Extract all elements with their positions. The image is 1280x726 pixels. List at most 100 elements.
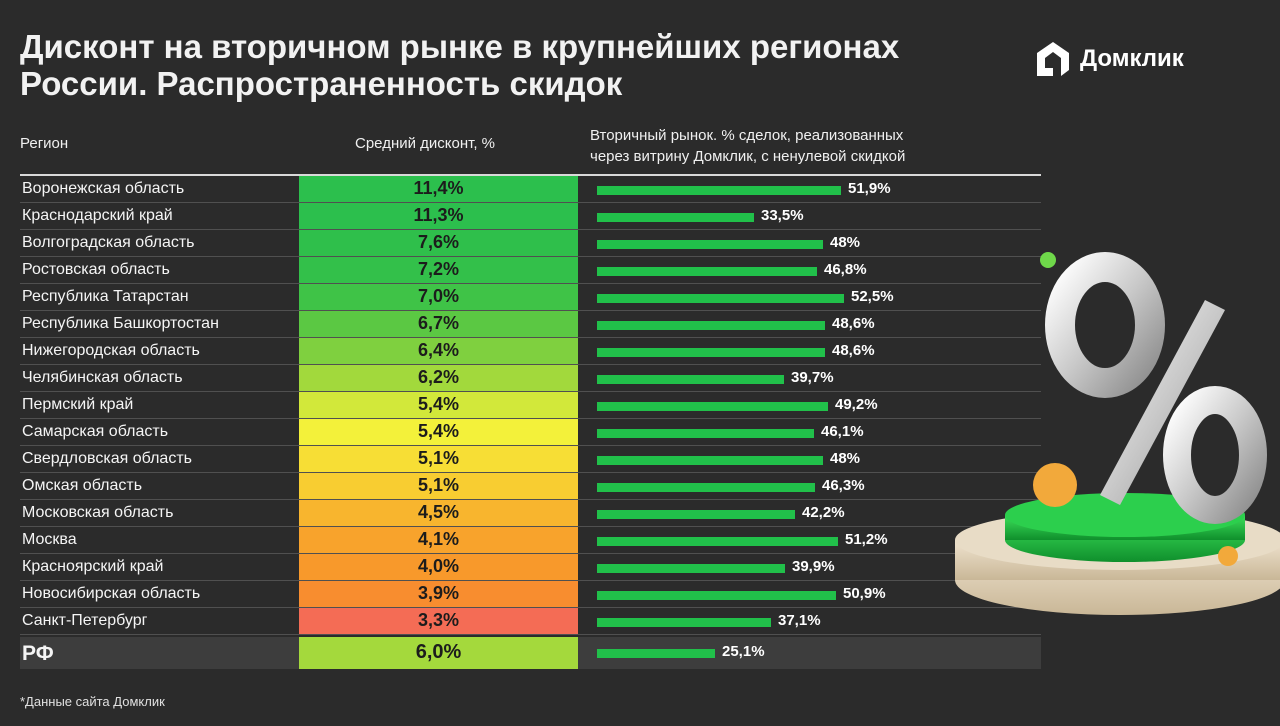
title-line-2: России. Распространенность скидок bbox=[20, 65, 623, 102]
share-bar bbox=[597, 267, 817, 276]
share-bar bbox=[597, 402, 828, 411]
column-header-discount: Средний дисконт, % bbox=[355, 135, 496, 152]
table-row: Нижегородская область 6,4% 48,6% bbox=[0, 338, 1280, 365]
row-divider bbox=[20, 202, 1041, 203]
brand-name: Домклик bbox=[1080, 45, 1184, 72]
discount-cell: 11,4% bbox=[299, 176, 578, 203]
discount-cell: 5,1% bbox=[299, 473, 578, 500]
discount-value: 11,4% bbox=[413, 178, 464, 198]
share-bar bbox=[597, 375, 784, 384]
share-value: 50,9% bbox=[843, 585, 886, 602]
table-row: Республика Башкортостан 6,7% 48,6% bbox=[0, 311, 1280, 338]
region-name: Новосибирская область bbox=[22, 585, 201, 602]
table-row: Новосибирская область 3,9% 50,9% bbox=[0, 581, 1280, 608]
discount-cell: 7,2% bbox=[299, 257, 578, 284]
share-bar bbox=[597, 649, 715, 658]
share-value: 51,9% bbox=[848, 180, 891, 197]
share-bar bbox=[597, 294, 844, 303]
region-name: Свердловская область bbox=[22, 450, 192, 467]
region-name: Республика Татарстан bbox=[22, 288, 189, 305]
region-name: Самарская область bbox=[22, 423, 169, 440]
share-value: 48% bbox=[830, 234, 861, 251]
table-row: Санкт-Петербург 3,3% 37,1% bbox=[0, 608, 1280, 635]
table-row: Краснодарский край 11,3% 33,5% bbox=[0, 203, 1280, 230]
share-bar bbox=[597, 483, 815, 492]
discount-value: 7,0% bbox=[417, 286, 460, 306]
table-row: Самарская область 5,4% 46,1% bbox=[0, 419, 1280, 446]
share-value: 48% bbox=[830, 450, 861, 467]
table-row: Республика Татарстан 7,0% 52,5% bbox=[0, 284, 1280, 311]
discount-cell: 3,3% bbox=[299, 608, 578, 635]
share-bar bbox=[597, 564, 785, 573]
row-divider bbox=[20, 256, 1041, 257]
row-divider bbox=[20, 418, 1041, 419]
table-row: Москва 4,1% 51,2% bbox=[0, 527, 1280, 554]
discount-cell: 3,9% bbox=[299, 581, 578, 608]
row-divider bbox=[20, 580, 1041, 581]
house-logo-icon bbox=[1037, 42, 1069, 76]
discount-cell: 4,0% bbox=[299, 554, 578, 581]
share-bar bbox=[597, 213, 754, 222]
discount-cell: 7,0% bbox=[299, 284, 578, 311]
discount-value: 6,7% bbox=[417, 313, 460, 333]
table-row: Московская область 4,5% 42,2% bbox=[0, 500, 1280, 527]
region-name: Санкт-Петербург bbox=[22, 612, 148, 629]
row-divider bbox=[20, 634, 1041, 635]
share-value: 39,7% bbox=[791, 369, 834, 386]
discount-cell: 7,6% bbox=[299, 230, 578, 257]
row-divider bbox=[20, 499, 1041, 500]
row-divider bbox=[20, 229, 1041, 230]
title-line-1: Дисконт на вторичном рынке в крупнейших … bbox=[20, 28, 900, 65]
page-title: Дисконт на вторичном рынке в крупнейших … bbox=[20, 28, 899, 102]
row-divider bbox=[20, 310, 1041, 311]
discount-value: 6,2% bbox=[417, 367, 460, 387]
column-header-share: Вторичный рынок. % сделок, реализованных… bbox=[590, 125, 905, 167]
share-bar bbox=[597, 186, 841, 195]
table-row: Пермский край 5,4% 49,2% bbox=[0, 392, 1280, 419]
region-name: Ростовская область bbox=[22, 261, 170, 278]
discount-value: 3,9% bbox=[417, 583, 460, 603]
share-value: 51,2% bbox=[845, 531, 888, 548]
discount-value: 11,3% bbox=[413, 205, 464, 225]
share-value: 39,9% bbox=[792, 558, 835, 575]
region-name: Пермский край bbox=[22, 396, 134, 413]
discount-cell: 4,1% bbox=[299, 527, 578, 554]
share-value: 48,6% bbox=[832, 342, 875, 359]
table-row: Свердловская область 5,1% 48% bbox=[0, 446, 1280, 473]
share-value: 42,2% bbox=[802, 504, 845, 521]
share-value: 33,5% bbox=[761, 207, 804, 224]
column-header-share-line-2: через витрину Домклик, с ненулевой скидк… bbox=[590, 148, 906, 165]
share-bar bbox=[597, 429, 814, 438]
region-name: Красноярский край bbox=[22, 558, 164, 575]
row-divider bbox=[20, 553, 1041, 554]
discount-cell: 6,7% bbox=[299, 311, 578, 338]
region-name: Московская область bbox=[22, 504, 174, 521]
region-name: Краснодарский край bbox=[22, 207, 173, 224]
share-bar bbox=[597, 591, 836, 600]
table-row: Волгоградская область 7,6% 48% bbox=[0, 230, 1280, 257]
share-bar bbox=[597, 348, 825, 357]
share-value: 46,8% bbox=[824, 261, 867, 278]
region-name: Волгоградская область bbox=[22, 234, 195, 251]
discount-value: 5,1% bbox=[417, 448, 460, 468]
discount-value: 5,4% bbox=[417, 394, 460, 414]
region-name: Республика Башкортостан bbox=[22, 315, 219, 332]
share-bar bbox=[597, 618, 771, 627]
row-divider bbox=[20, 445, 1041, 446]
region-name: РФ bbox=[22, 642, 54, 665]
discount-value: 7,2% bbox=[417, 259, 460, 279]
discount-cell: 6,0% bbox=[299, 637, 578, 669]
table-row: Челябинская область 6,2% 39,7% bbox=[0, 365, 1280, 392]
total-row: РФ 6,0% 25,1% bbox=[0, 637, 1280, 669]
discount-cell: 6,2% bbox=[299, 365, 578, 392]
discount-value: 4,0% bbox=[417, 556, 460, 576]
share-value: 25,1% bbox=[722, 643, 765, 660]
discount-value: 4,5% bbox=[417, 502, 460, 522]
share-bar bbox=[597, 510, 795, 519]
share-value: 48,6% bbox=[832, 315, 875, 332]
region-name: Воронежская область bbox=[22, 180, 185, 197]
share-value: 37,1% bbox=[778, 612, 821, 629]
share-bar bbox=[597, 537, 838, 546]
region-name: Челябинская область bbox=[22, 369, 183, 386]
row-divider bbox=[20, 472, 1041, 473]
